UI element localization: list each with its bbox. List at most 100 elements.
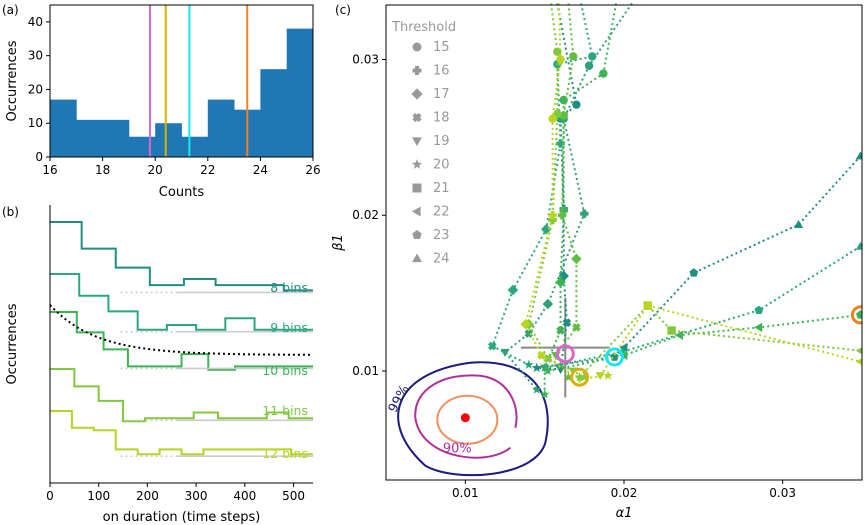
marker-tri_down xyxy=(595,372,605,381)
marker-star xyxy=(563,372,574,382)
x-tick-label: 200 xyxy=(136,489,159,503)
marker-circle xyxy=(412,42,422,52)
marker-tri_down xyxy=(500,348,510,357)
y-tick-label: 10 xyxy=(28,116,43,130)
y-axis-label: β1 xyxy=(331,234,346,252)
trajectory-line xyxy=(536,155,862,369)
contour-99-label: 99% xyxy=(386,383,413,416)
marker-x xyxy=(556,326,565,335)
marker-pentagon xyxy=(754,305,764,314)
y-tick-label: 0.01 xyxy=(352,364,379,378)
legend: Threshold 15 16 17 18 19 20 21 22 23 24 xyxy=(391,20,456,267)
legend-entry-label: 23 xyxy=(433,228,450,243)
series-label: 12 bins xyxy=(262,446,308,461)
marker-x-shape xyxy=(524,329,534,338)
marker-x-shape xyxy=(488,341,497,351)
marker-diamond xyxy=(541,224,552,235)
panel-c-label: (c) xyxy=(335,3,351,17)
legend-entry-label: 17 xyxy=(433,87,450,102)
legend-entry-label: 19 xyxy=(433,134,450,149)
marker-diamond xyxy=(542,298,554,310)
histogram-bar xyxy=(102,119,130,157)
plot-frame xyxy=(385,4,863,481)
x-tick-label: 0.03 xyxy=(769,486,796,500)
x-tick-label: 18 xyxy=(95,163,110,177)
step-line-9-bins xyxy=(50,273,313,331)
parameter-scatter-panel: 99% 90% 0.01 0.02 0.03 0.01 0.02 0.03 α1 β1 Thresh… xyxy=(331,0,868,525)
x-axis-label: Counts xyxy=(159,185,205,200)
x-tick-label: 0.02 xyxy=(611,486,638,500)
y-tick-label: 0.03 xyxy=(352,53,379,67)
trajectory-line xyxy=(527,3,585,379)
marker-circle xyxy=(599,69,608,78)
marker-x-shape xyxy=(556,326,565,335)
series-label: 8 bins xyxy=(270,280,308,295)
center-point xyxy=(460,413,470,423)
marker-tri_left xyxy=(619,343,628,353)
marker-circle xyxy=(569,52,578,61)
y-tick-label: 20 xyxy=(28,82,43,96)
marker-star xyxy=(543,365,553,376)
contour-99 xyxy=(397,361,549,477)
marker-pentagon xyxy=(689,268,699,277)
y-tick-label: 40 xyxy=(28,15,43,29)
histogram-bar xyxy=(50,99,77,157)
marker-circle xyxy=(572,100,581,109)
marker-circle xyxy=(559,111,568,120)
marker-diamond xyxy=(411,88,423,100)
marker-plus xyxy=(412,66,422,75)
x-tick-label: 26 xyxy=(305,163,320,177)
highlighted-point-ring xyxy=(555,344,575,364)
marker-star xyxy=(531,362,542,372)
marker-star xyxy=(579,372,590,382)
legend-entry-label: 15 xyxy=(433,40,450,55)
marker-star xyxy=(603,370,613,380)
histogram-bar xyxy=(207,99,235,157)
marker-x-shape xyxy=(572,323,581,332)
histogram-bar xyxy=(155,123,182,157)
contour-90 xyxy=(436,394,499,445)
marker-tri_down xyxy=(412,137,422,146)
x-axis-label: on duration (time steps) xyxy=(103,510,261,525)
marker-plus xyxy=(559,206,568,215)
marker-star xyxy=(411,159,423,169)
x-tick-label: 0 xyxy=(46,489,54,503)
x-tick-label: 24 xyxy=(253,163,268,177)
trajectory-line xyxy=(503,2,633,391)
x-tick-label: 500 xyxy=(282,489,305,503)
marker-circle xyxy=(548,114,557,123)
marker-plus xyxy=(548,215,557,225)
trajectory-line xyxy=(578,304,861,378)
panel-a-label: (a) xyxy=(2,3,19,17)
series-label: 11 bins xyxy=(262,403,308,418)
legend-entry-label: 21 xyxy=(433,181,450,196)
marker-circle xyxy=(556,55,565,64)
legend-entry-label: 20 xyxy=(433,158,450,173)
trajectory-line xyxy=(599,304,861,377)
marker-x xyxy=(572,323,581,332)
step-line-12-bins xyxy=(50,410,313,456)
marker-tri_left xyxy=(754,322,763,332)
marker-diamond xyxy=(571,253,582,265)
histogram-bar xyxy=(260,69,288,157)
x-tick-label: 100 xyxy=(87,489,110,503)
histogram-bar xyxy=(128,136,156,157)
marker-circle xyxy=(584,61,594,70)
marker-pentagon xyxy=(412,230,422,240)
highlighted-point-ring xyxy=(850,305,868,325)
histogram-bar xyxy=(286,28,314,158)
legend-title: Threshold xyxy=(391,20,456,35)
marker-tri_up xyxy=(793,219,804,228)
x-tick-label: 22 xyxy=(200,163,215,177)
x-tick-label: 400 xyxy=(233,489,256,503)
marker-tri_up xyxy=(412,253,422,263)
marker-square xyxy=(412,183,422,193)
marker-tri_left xyxy=(674,330,683,340)
y-tick-label: 30 xyxy=(28,49,43,63)
x-axis-label: α1 xyxy=(616,506,633,521)
marker-x xyxy=(412,112,422,123)
marker-star xyxy=(531,384,542,394)
trajectory-line xyxy=(491,3,594,366)
legend-entry-label: 16 xyxy=(433,64,450,79)
marker-x-shape xyxy=(412,112,422,123)
